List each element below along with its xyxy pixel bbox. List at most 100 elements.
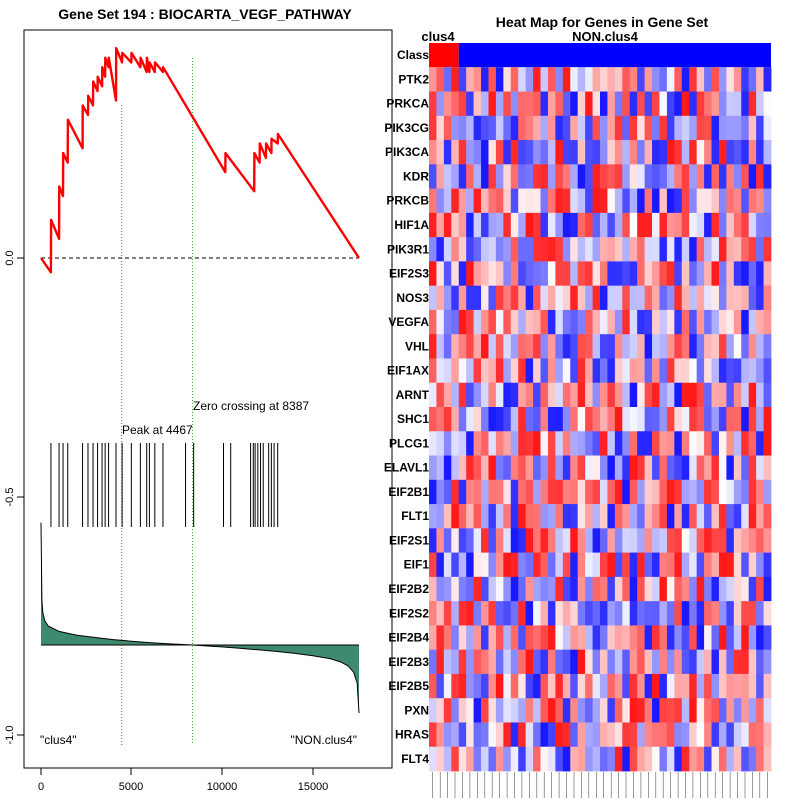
heatmap-cell xyxy=(718,212,727,238)
heatmap-cell xyxy=(629,649,638,675)
heatmap-cell xyxy=(510,722,519,748)
heatmap-cell xyxy=(518,455,527,481)
heatmap-cell xyxy=(763,285,772,311)
heatmap-cell xyxy=(614,479,623,505)
sample-label-list xyxy=(432,772,768,798)
heatmap-cell xyxy=(525,528,534,553)
heatmap-cell xyxy=(622,91,631,117)
heatmap-cell xyxy=(562,625,571,651)
heatmap-cell xyxy=(763,212,772,238)
heatmap-cell xyxy=(443,552,452,578)
heatmap-cell xyxy=(637,479,645,505)
heatmap-cell xyxy=(555,237,564,262)
heatmap-cell xyxy=(458,334,467,359)
heatmap-cell xyxy=(473,91,482,117)
heatmap-cell xyxy=(614,601,623,626)
heatmap-cell xyxy=(436,528,445,553)
heatmap-cell xyxy=(510,140,519,165)
heatmap-cell xyxy=(681,528,690,553)
heatmap-cell xyxy=(495,407,504,432)
heatmap-cell xyxy=(429,164,437,189)
heatmap-cell xyxy=(629,407,638,432)
heatmap-cell xyxy=(585,237,593,262)
heatmap-cell xyxy=(533,140,541,165)
heatmap-cell xyxy=(570,576,579,602)
heatmap-cell xyxy=(644,164,653,189)
heatmap-cell xyxy=(495,576,504,602)
heatmap-cell xyxy=(466,91,474,117)
heatmap-cell xyxy=(533,601,541,626)
heatmap-cell xyxy=(600,188,608,214)
heatmap-cell xyxy=(429,285,437,311)
heatmap-cell xyxy=(451,431,460,456)
heatmap-cell xyxy=(659,455,668,481)
heatmap-cell xyxy=(600,479,608,505)
heatmap-cell xyxy=(622,261,631,287)
heatmap-cell xyxy=(510,164,519,189)
heatmap-cell xyxy=(748,309,757,335)
gene-label-eif2b3: EIF2B3 xyxy=(388,655,429,669)
heatmap-cell xyxy=(733,115,742,141)
x-axis: 0 5000 10000 15000 xyxy=(38,767,328,793)
heatmap-cell xyxy=(652,528,660,553)
heatmap-cell xyxy=(607,698,616,723)
heatmap-cell xyxy=(674,358,683,384)
heatmap-cell xyxy=(458,91,467,117)
heatmap-cell xyxy=(733,698,742,723)
heatmap-cell xyxy=(718,140,727,165)
heatmap-cell xyxy=(763,746,772,772)
heatmap-cell xyxy=(503,552,512,578)
heatmap-cell xyxy=(436,673,445,699)
heatmap-cell xyxy=(614,285,623,311)
heatmap-cell xyxy=(629,67,638,92)
heatmap-cell xyxy=(570,358,579,384)
heatmap-cell xyxy=(585,309,593,335)
heatmap-cell xyxy=(570,115,579,141)
heatmap-cell xyxy=(495,285,504,311)
heatmap-cell xyxy=(473,576,482,602)
heatmap-cell xyxy=(614,237,623,262)
heatmap-cell xyxy=(466,625,474,651)
heatmap-cell xyxy=(674,212,683,238)
heatmap-cell xyxy=(518,722,527,748)
heatmap-cell xyxy=(696,649,705,675)
heatmap-cell xyxy=(756,212,764,238)
heatmap-cell xyxy=(614,91,623,117)
heatmap-cell xyxy=(451,212,460,238)
heatmap-cell xyxy=(562,140,571,165)
heatmap-cell xyxy=(711,431,720,456)
heatmap-cell xyxy=(637,67,645,92)
heatmap-cell xyxy=(585,649,593,675)
heatmap-cell xyxy=(436,455,445,481)
heatmap-cell xyxy=(488,237,497,262)
heatmap-cell xyxy=(726,115,735,141)
heatmap-cell xyxy=(481,309,489,335)
heatmap-cell xyxy=(652,479,660,505)
heatmap-cell xyxy=(600,431,608,456)
heatmap-cell xyxy=(733,164,742,189)
heatmap-cell xyxy=(495,601,504,626)
heatmap-cell xyxy=(585,504,593,529)
heatmap-cell xyxy=(503,115,512,141)
heatmap-cell xyxy=(681,67,690,92)
heatmap-cell xyxy=(600,673,608,699)
heatmap-cell xyxy=(726,455,735,481)
heatmap-cell xyxy=(607,431,616,456)
gene-label-list: PTK2 PRKCA PIK3CG PIK3CA KDR PRKCB HIF1A PIK3R1… xyxy=(384,72,430,766)
heatmap-cell xyxy=(473,237,482,262)
heatmap-cell xyxy=(473,309,482,335)
heatmap-cell xyxy=(443,115,452,141)
heatmap-cell xyxy=(756,528,764,553)
heatmap-cell xyxy=(644,746,653,772)
heatmap-cell xyxy=(741,455,750,481)
heatmap-cell xyxy=(518,91,527,117)
heatmap-cell xyxy=(547,212,556,238)
left-class-label: "clus4" xyxy=(40,733,77,747)
heatmap-cell xyxy=(726,309,735,335)
heatmap-cell xyxy=(696,407,705,432)
heatmap-cell xyxy=(570,91,579,117)
heatmap-cell xyxy=(429,67,437,92)
heatmap-cell xyxy=(733,649,742,675)
heatmap-cell xyxy=(741,479,750,505)
heatmap-cell xyxy=(451,504,460,529)
